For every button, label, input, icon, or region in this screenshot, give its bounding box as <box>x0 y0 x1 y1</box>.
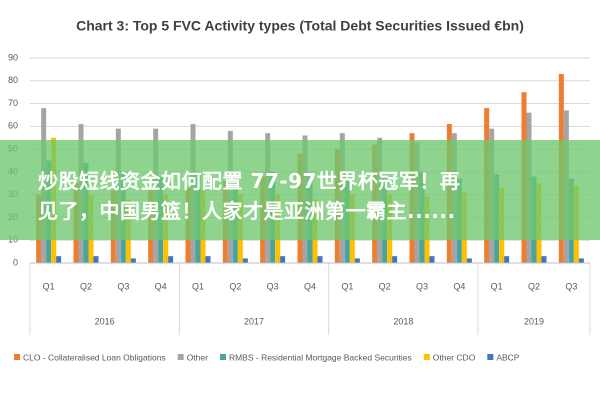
legend-label: Other <box>187 352 208 362</box>
legend-swatch <box>177 354 184 360</box>
x-group-label: 2018 <box>393 316 413 326</box>
legend-label: CLO - Collateralised Loan Obligations <box>23 352 166 362</box>
x-tick-label: Q2 <box>528 281 540 291</box>
x-tick-label: Q3 <box>267 281 279 291</box>
y-tick-label: 0 <box>13 257 18 267</box>
x-tick-label: Q1 <box>192 281 204 291</box>
legend-swatch <box>14 354 20 360</box>
legend-label: RMBS - Residential Mortgage Backed Secur… <box>229 352 412 362</box>
bar <box>317 256 323 263</box>
bar <box>392 256 398 263</box>
x-tick-label: Q2 <box>229 281 241 291</box>
x-tick-label: Q4 <box>453 281 465 291</box>
x-tick-label: Q1 <box>43 281 55 291</box>
legend-swatch <box>487 354 494 360</box>
x-group-label: 2019 <box>524 316 544 326</box>
x-tick-label: Q3 <box>117 281 129 291</box>
chart-title: Chart 3: Top 5 FVC Activity types (Total… <box>76 18 524 34</box>
legend-swatch <box>423 354 430 360</box>
bar <box>168 256 174 263</box>
bar <box>541 256 547 263</box>
y-tick-label: 60 <box>8 121 18 131</box>
x-tick-label: Q1 <box>491 281 503 291</box>
y-tick-label: 90 <box>8 52 18 62</box>
bar <box>429 256 435 263</box>
bar <box>280 256 286 263</box>
legend-label: Other CDO <box>433 352 476 362</box>
x-tick-label: Q3 <box>416 281 428 291</box>
x-tick-label: Q2 <box>379 281 391 291</box>
bar <box>354 258 360 263</box>
x-tick-label: Q1 <box>341 281 353 291</box>
bar <box>93 256 99 263</box>
x-group-label: 2017 <box>244 316 264 326</box>
x-group-label: 2016 <box>95 316 115 326</box>
y-tick-label: 70 <box>8 98 18 108</box>
overlay-line[interactable]: 见了，中国男篮！人家才是亚洲第一霸主...... <box>38 199 456 223</box>
bar <box>56 256 62 263</box>
bar <box>466 258 472 263</box>
x-tick-label: Q4 <box>155 281 167 291</box>
bar <box>205 256 211 263</box>
x-tick-label: Q3 <box>565 281 577 291</box>
bar <box>504 256 510 263</box>
bar <box>578 258 584 263</box>
bar <box>242 258 248 263</box>
y-tick-label: 80 <box>8 75 18 85</box>
legend-swatch <box>219 354 226 360</box>
bar <box>130 258 136 263</box>
overlay-banner[interactable]: 炒股短线资金如何配置 77-97世界杯冠军！再 见了，中国男篮！人家才是亚洲第一… <box>0 140 600 240</box>
legend-label: ABCP <box>496 352 519 362</box>
x-tick-label: Q2 <box>80 281 92 291</box>
overlay-line[interactable]: 炒股短线资金如何配置 77-97世界杯冠军！再 <box>38 169 461 193</box>
x-tick-label: Q4 <box>304 281 316 291</box>
